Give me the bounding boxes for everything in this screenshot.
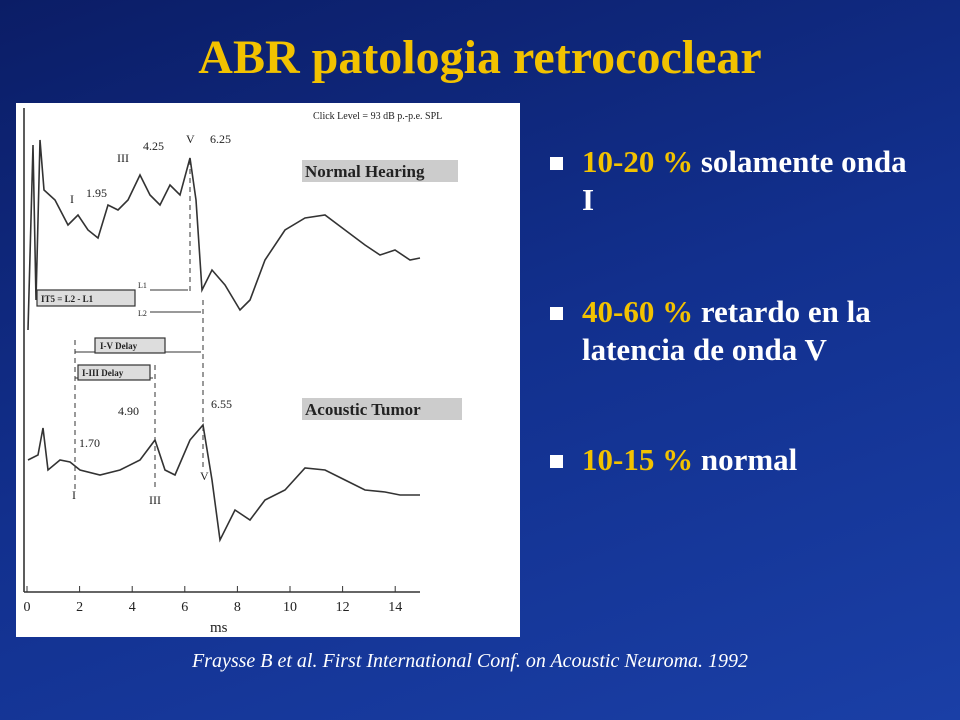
bullet-body: 10-20 % solamente onda I [582,143,920,219]
x-axis-label: ms [210,620,228,636]
bullet-marker [550,157,563,170]
bullet: 40-60 % retardo en la latencia de onda V [550,293,920,369]
bullet-body: 10-15 % normal [582,441,920,479]
tick-label: 0 [24,600,31,615]
peak-label: I [70,192,74,206]
bullet: 10-15 % normal [550,441,920,479]
l2-label: L2 [138,309,147,318]
peak-label: 6.25 [210,132,231,146]
peak-label: 1.95 [86,186,107,200]
peak-label: III [149,493,161,507]
slide-title: ABR patologia retrococlear [198,31,762,84]
tick-label: 10 [283,600,297,615]
bullet-body: 40-60 % retardo en la latencia de onda V [582,293,920,369]
click-level: Click Level = 93 dB p.-p.e. SPL [313,111,442,122]
iiii-delay: I-III Delay [82,368,124,378]
tick-label: 6 [181,600,188,615]
bullet-highlight: 10-20 % [582,144,694,179]
tick-label: 12 [336,600,350,615]
iv-delay: I-V Delay [100,341,138,351]
interval-label: IT5 = L2 - L1 [41,294,94,304]
peak-label: 4.90 [118,404,139,418]
bullet-marker [550,455,563,468]
peak-label: 1.70 [79,436,100,450]
tick-label: 4 [129,600,136,615]
bullet-text: retardo en la latencia de onda V [582,294,871,367]
peak-label: V [186,132,195,146]
l1-label: L1 [138,281,147,290]
bullet: 10-20 % solamente onda I [550,143,920,219]
citation: Fraysse B et al. First International Con… [191,650,749,672]
normal-label: Normal Hearing [305,162,425,181]
tumor-label: Acoustic Tumor [305,400,421,419]
peak-label: I [72,488,76,502]
peak-label: 6.55 [211,397,232,411]
tick-label: 2 [76,600,83,615]
peak-label: V [200,469,209,483]
figure-labels: Click Level = 93 dB p.-p.e. SPL Normal H… [41,111,442,636]
tick-label: 14 [388,600,402,615]
bullet-highlight: 40-60 % [582,294,694,329]
bullet-marker [550,307,563,320]
peak-label: III [117,151,129,165]
bullet-text: normal [700,442,798,477]
tick-label: 8 [234,600,241,615]
peak-label: 4.25 [143,139,164,153]
waveforms [23,108,462,593]
bullet-text: solamente onda I [582,144,907,217]
bullet-highlight: 10-15 % [582,442,694,477]
